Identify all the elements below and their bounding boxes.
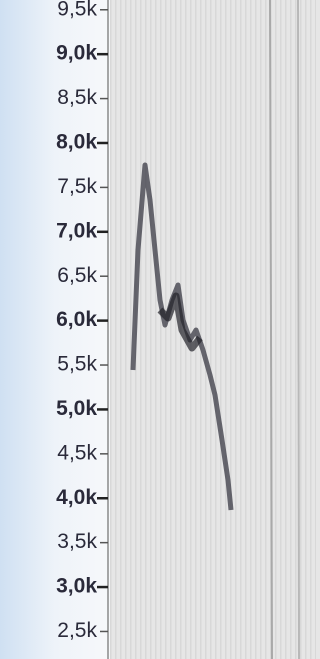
y-tick-label: 2,5k <box>57 619 97 642</box>
noise-line <box>298 0 299 659</box>
y-tick-label: 7,0k <box>56 219 97 242</box>
y-tick-label: 5,5k <box>57 353 97 376</box>
y-tick-label: 6,5k <box>57 264 97 287</box>
y-tick-label: 3,0k <box>56 575 97 598</box>
chart: 9,5k 9,0k 8,5k 8,0k 7,5k 7,0k 6,5k 6,0k 5,5k 5,0k… <box>0 0 316 659</box>
y-tick-label: 8,0k <box>56 131 97 154</box>
y-tick-label: 5,0k <box>56 397 97 420</box>
y-tick-label: 7,5k <box>57 175 97 198</box>
y-tick-label: 9,5k <box>57 0 97 20</box>
y-tick-label: 9,0k <box>56 42 97 65</box>
y-tick-label: 4,5k <box>57 441 97 464</box>
y-tick-label: 4,0k <box>56 486 97 509</box>
y-tick-label: 6,0k <box>56 308 97 331</box>
y-tick-label: 3,5k <box>57 530 97 553</box>
page: 9,5k 9,0k 8,5k 8,0k 7,5k 7,0k 6,5k 6,0k 5,5k 5,0k… <box>0 0 316 659</box>
y-tick-label: 8,5k <box>57 86 97 109</box>
spectrogram-haze <box>110 0 316 659</box>
